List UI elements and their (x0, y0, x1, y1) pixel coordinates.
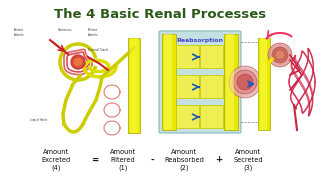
Circle shape (272, 47, 288, 63)
FancyBboxPatch shape (201, 46, 223, 69)
Bar (164, 34, 172, 130)
Circle shape (229, 66, 261, 98)
Text: Reabsorption: Reabsorption (177, 37, 223, 42)
FancyBboxPatch shape (159, 31, 241, 133)
Bar (224, 34, 238, 130)
Text: =: = (91, 156, 98, 165)
Text: Afferent
Arteriole: Afferent Arteriole (14, 28, 25, 37)
Text: Amount
Reabsorbed
(2): Amount Reabsorbed (2) (164, 149, 204, 171)
Circle shape (268, 43, 292, 67)
Text: Loop of Henle: Loop of Henle (30, 118, 47, 122)
Bar (226, 34, 234, 130)
Circle shape (275, 50, 285, 60)
Bar (260, 38, 267, 130)
Circle shape (233, 70, 257, 94)
Text: The 4 Basic Renal Processes: The 4 Basic Renal Processes (54, 8, 266, 21)
FancyBboxPatch shape (201, 75, 223, 98)
Bar (130, 38, 138, 133)
Text: Efferent
Arteriole: Efferent Arteriole (88, 28, 99, 37)
FancyBboxPatch shape (177, 105, 199, 129)
FancyBboxPatch shape (177, 75, 199, 98)
Text: Amount
Excreted
(4): Amount Excreted (4) (41, 149, 71, 171)
Text: Amount
Secreted
(3): Amount Secreted (3) (233, 149, 263, 171)
Bar (128, 38, 140, 133)
FancyBboxPatch shape (177, 46, 199, 69)
Polygon shape (75, 58, 82, 66)
Text: +: + (216, 156, 223, 165)
Text: Proximal Tubule: Proximal Tubule (88, 48, 108, 52)
FancyBboxPatch shape (201, 105, 223, 129)
Polygon shape (73, 57, 83, 67)
Text: Amount
Filtered
(1): Amount Filtered (1) (110, 149, 136, 171)
Bar (258, 38, 270, 130)
Text: -: - (150, 156, 154, 165)
Circle shape (237, 74, 253, 90)
Text: Glomerulus: Glomerulus (58, 28, 72, 32)
Bar (162, 34, 176, 130)
Polygon shape (71, 55, 85, 69)
